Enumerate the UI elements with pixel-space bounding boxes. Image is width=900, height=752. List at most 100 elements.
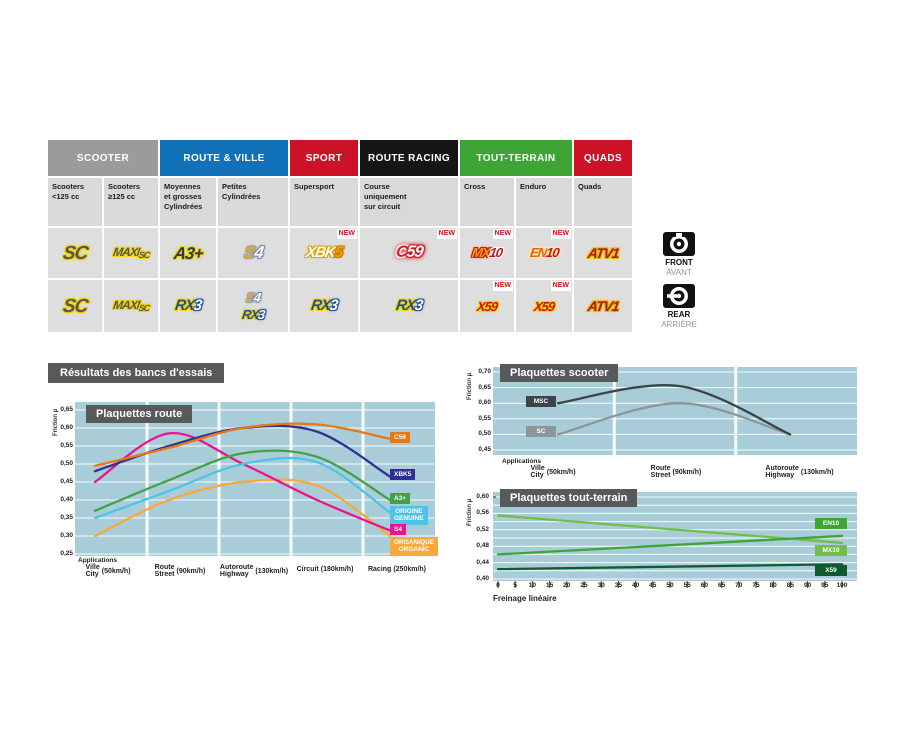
logo-rx3: RX3 (173, 297, 203, 314)
tt-x-tick-label: 85 (786, 582, 794, 589)
tt-x-tick-label: 90 (803, 582, 812, 589)
rear-brake-disc-icon (663, 284, 695, 308)
route-chart-title: Plaquettes route (86, 405, 193, 423)
tt-x-tick-label: 100 (836, 582, 848, 589)
legend-mx10: MX10 (815, 545, 847, 557)
logo-a3plus: A3+ (172, 243, 204, 263)
tt-x-tick-label: 45 (649, 582, 657, 589)
column-header: Course uniquement sur circuit (360, 178, 458, 226)
tt-x-tick-label: 10 (528, 582, 536, 589)
new-badge: NEW (550, 281, 571, 291)
scooter-y-ticks: 0,70 0,65 0,60 0,55 0,50 0,45 (478, 368, 491, 453)
logo-en10: EN10 (528, 245, 560, 260)
tt-x-tick-label: 30 (597, 582, 605, 589)
column-header: Scooters ≥125 cc (104, 178, 158, 226)
front-brake-disc-icon (663, 232, 695, 256)
tt-x-tick-label: 0 (496, 582, 500, 589)
logo-rx3: RX3 (394, 297, 424, 314)
group-header-quads: QUADS (574, 140, 632, 176)
rear-cell-sc: SC (48, 280, 102, 332)
new-badge: NEW (492, 281, 513, 291)
group-header-sport: SPORT (290, 140, 358, 176)
legend-a3plus: A3+ (390, 493, 411, 505)
avant-label: AVANT (666, 268, 692, 277)
logo-xbk5: XBK5 (304, 244, 344, 261)
rear-cell-x59-enduro: NEW X59 (516, 280, 572, 332)
tt-x-tick-label: 25 (580, 582, 588, 589)
rear-cell-x59-cross: NEW X59 (460, 280, 514, 332)
logo-maxisc: MAXISC (111, 245, 150, 260)
rear-cell-rx3: RX3 (160, 280, 216, 332)
tt-x-tick-label: 65 (717, 582, 726, 589)
route-x-label-racing: Racing (250km/h) (367, 566, 427, 574)
column-header: Quads (574, 178, 632, 226)
front-cell-maxisc: MAXISC (104, 228, 158, 278)
tt-x-tick-label: 80 (769, 582, 777, 589)
logo-atv1: ATV1 (586, 245, 620, 261)
legend-s4: S4 (390, 524, 406, 536)
column-header: Scooters <125 cc (48, 178, 102, 226)
legend-origine: ORIGINE GENUINE (390, 506, 428, 525)
route-y-ticks: 0,65 0,60 0,55 0,50 0,45 0,40 0,35 0,30 0,25 (60, 406, 73, 557)
legend-c59: C59 (390, 432, 410, 444)
front-label: FRONT (665, 258, 693, 267)
tt-x-tick-label: 50 (666, 582, 674, 589)
logo-maxisc: MAXISC (111, 298, 150, 313)
column-header: Cross (460, 178, 514, 226)
rear-cell-maxisc: MAXISC (104, 280, 158, 332)
front-cell-en10: NEW EN10 (516, 228, 572, 278)
tt-x-tick-label: 55 (683, 582, 691, 589)
tt-x-axis-label: Freinage linéaire (493, 594, 557, 603)
rear-side-block: REAR ARRIÈRE (644, 284, 714, 329)
logo-s4: S4 (242, 243, 264, 262)
tt-x-tick-label: 5 (513, 582, 517, 589)
logo-sc: SC (61, 242, 89, 264)
legend-xbk5: XBK5 (390, 469, 416, 481)
column-header: Petites Cylindrées (218, 178, 288, 226)
tt-x-tick-label: 35 (614, 582, 622, 589)
logo-sc: SC (61, 295, 89, 317)
scooter-chart-title: Plaquettes scooter (500, 364, 619, 382)
logo-atv1: ATV1 (586, 298, 620, 314)
product-table: SCOOTER ROUTE & VILLE SPORT ROUTE RACING… (48, 140, 632, 332)
section-title: Résultats des bancs d'essais (48, 363, 225, 383)
tt-x-tick-label: 75 (752, 582, 760, 589)
front-cell-a3: A3+ (160, 228, 216, 278)
tt-y-ticks: 0,60 0,56 0,52 0,48 0,44 0,40 (476, 493, 489, 582)
tt-chart-title: Plaquettes tout-terrain (500, 489, 638, 507)
legend-sc: SC (526, 426, 556, 438)
front-cell-c59: NEW C59 (360, 228, 458, 278)
logo-x59: X59 (532, 298, 556, 314)
route-x-label-route: Route Street (90km/h) (154, 564, 206, 579)
front-cell-s4: S4 (218, 228, 288, 278)
rear-cell-rx3-sport: RX3 (290, 280, 358, 332)
legend-en10: EN10 (815, 518, 847, 530)
rear-cell-s4-rx3: S4 RX3 (218, 280, 288, 332)
scooter-applications-label: Applications (502, 458, 542, 465)
tt-x-ticks: 0 5 10 15 20 25 30 35 40 45 50 55 60 65 70 75 80 85 90 95 10… (493, 582, 857, 592)
group-header-route-racing: ROUTE RACING (360, 140, 458, 176)
front-cell-atv1: ATV1 (574, 228, 632, 278)
front-cell-sc: SC (48, 228, 102, 278)
scooter-x-label-ville: Ville City (50km/h) (530, 465, 576, 480)
column-header: Supersport (290, 178, 358, 226)
logo-s4: S4 (245, 289, 262, 305)
logo-c59: C59 (394, 244, 424, 261)
rear-cell-rx3-racing: RX3 (360, 280, 458, 332)
tt-x-tick-label: 15 (545, 582, 554, 589)
tt-x-tick-label: 70 (735, 582, 743, 589)
tt-x-tick-label: 60 (700, 582, 708, 589)
tt-x-tick-label: 20 (563, 582, 571, 589)
route-x-label-circuit: Circuit (180km/h) (296, 566, 354, 574)
group-header-route-ville: ROUTE & VILLE (160, 140, 288, 176)
group-header-scooter: SCOOTER (48, 140, 158, 176)
new-badge: NEW (436, 229, 457, 239)
arriere-label: ARRIÈRE (661, 320, 697, 329)
logo-rx3: RX3 (240, 306, 266, 322)
rear-cell-atv1: ATV1 (574, 280, 632, 332)
column-header: Enduro (516, 178, 572, 226)
front-cell-mx10: NEW MX10 (460, 228, 514, 278)
tt-x-tick-label: 95 (821, 582, 829, 589)
new-badge: NEW (336, 229, 357, 239)
